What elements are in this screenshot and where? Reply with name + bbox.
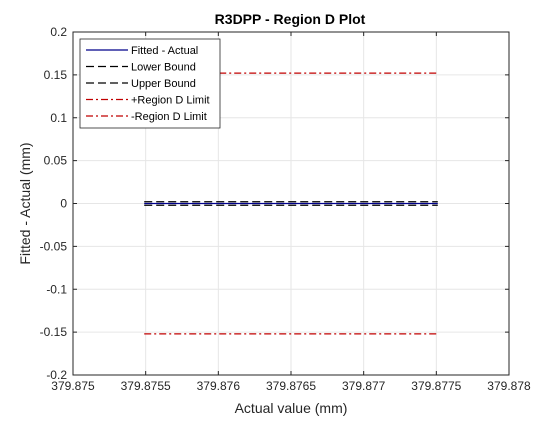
x-tick-label: 379.876 [197, 379, 241, 393]
axis-ticks [72, 31, 510, 376]
y-tick-label: 0 [60, 197, 67, 211]
legend-label-2: Upper Bound [131, 78, 196, 90]
x-tick-label: 379.875 [51, 379, 95, 393]
chart-title: R3DPP - Region D Plot [215, 11, 366, 27]
legend-label-0: Fitted - Actual [131, 45, 198, 57]
x-axis-title: Actual value (mm) [235, 400, 348, 416]
x-tick-label: 379.878 [487, 379, 531, 393]
x-tick-label: 379.8765 [266, 379, 316, 393]
y-tick-label: -0.05 [40, 239, 68, 253]
x-axis-tick-labels: 379.875 379.8755 379.876 379.8765 379.877 379… [51, 379, 531, 393]
y-tick-label: 0.05 [44, 154, 68, 168]
y-tick-label: -0.1 [46, 282, 67, 296]
x-tick-label: 379.8755 [121, 379, 171, 393]
legend-label-4: -Region D Limit [131, 111, 207, 123]
x-tick-label: 379.8775 [411, 379, 461, 393]
y-tick-label: 0.1 [50, 111, 67, 125]
y-tick-label: 0.2 [50, 25, 67, 39]
legend-label-3: +Region D Limit [131, 95, 210, 107]
legend-label-1: Lower Bound [131, 62, 196, 74]
y-tick-label: -0.2 [46, 368, 67, 382]
x-tick-label: 379.877 [342, 379, 386, 393]
legend: Fitted - Actual Lower Bound Upper Bound +Re… [79, 38, 221, 129]
data-series [144, 72, 438, 335]
legend-items: Fitted - Actual Lower Bound Upper Bound +Re… [86, 45, 210, 123]
y-axis-tick-labels: -0.2 -0.15 -0.1 -0.05 0 0.05 0.1 0.15 0.2 [40, 25, 68, 382]
y-tick-label: -0.15 [40, 325, 68, 339]
y-axis-title: Fitted - Actual (mm) [17, 142, 33, 264]
y-tick-label: 0.15 [44, 68, 68, 82]
